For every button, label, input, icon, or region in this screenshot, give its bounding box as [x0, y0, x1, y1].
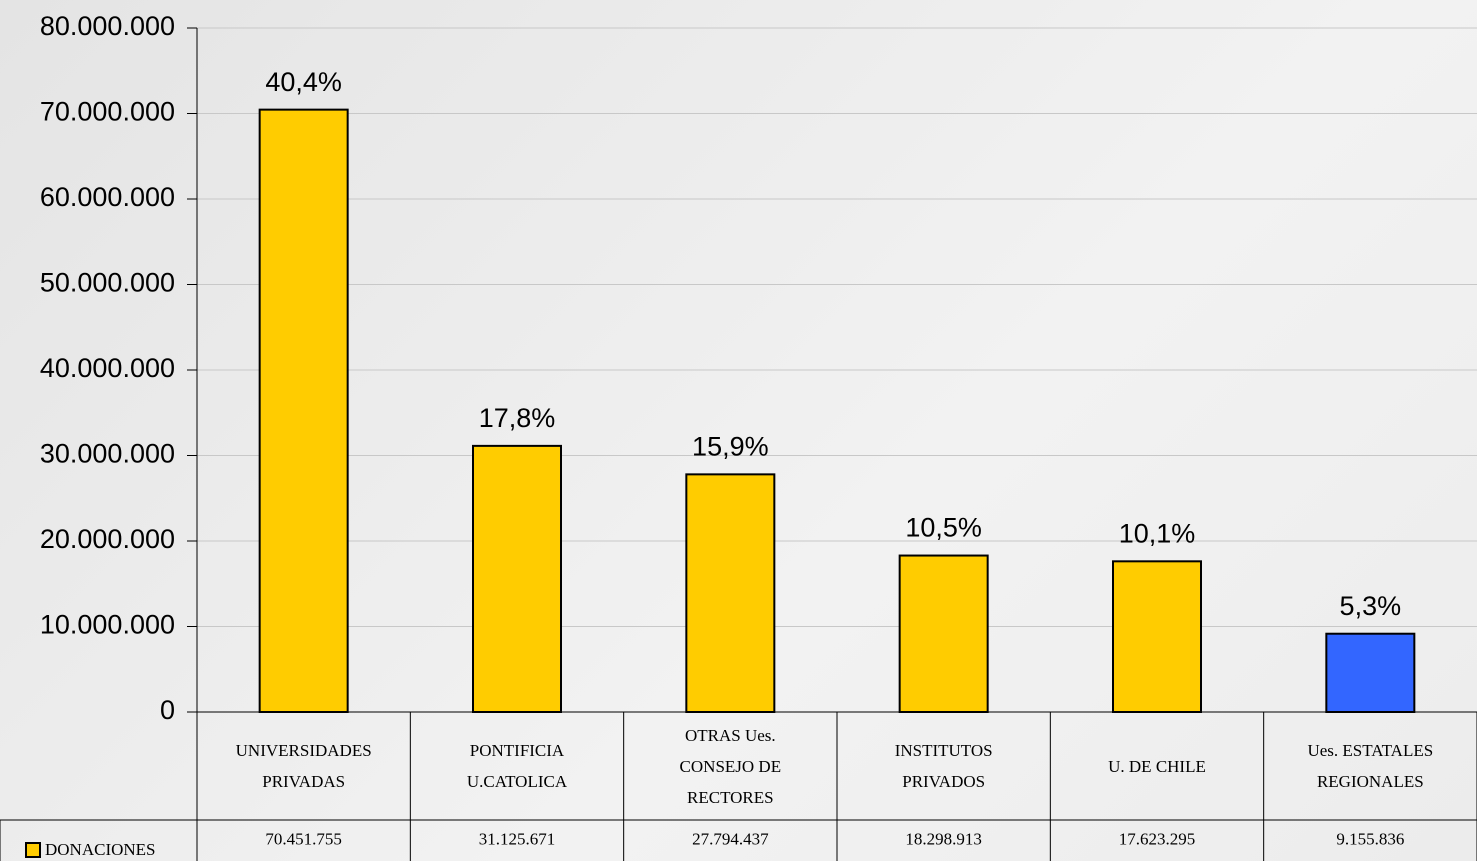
category-cell: INSTITUTOS PRIVADOS — [894, 741, 993, 791]
category-cell: PONTIFICIA U.CATOLICA — [466, 741, 568, 791]
bar-share-label: 40,4% — [265, 67, 342, 97]
category-cell: OTRAS Ues. CONSEJO DE RECTORES — [679, 725, 782, 807]
bar-share-label: 10,5% — [905, 513, 982, 543]
bar-share-label: 5,3% — [1340, 591, 1402, 621]
bar — [685, 473, 776, 714]
table-value: 70.451.755 — [265, 829, 342, 848]
y-tick-label: 0 — [160, 695, 175, 725]
table-value: 9.155.836 — [1336, 829, 1404, 848]
y-tick-label: 50.000.000 — [40, 268, 175, 298]
bar-share-label: 17,8% — [479, 403, 556, 433]
category-cell: U. DE CHILE — [1108, 756, 1206, 776]
table-value: 31.125.671 — [479, 829, 556, 848]
table-value: 27.794.437 — [692, 829, 769, 848]
x-tick-label: Ues. ESTATALES REGIONALES — [1307, 741, 1434, 791]
y-tick-label: 20.000.000 — [40, 524, 175, 554]
legend-label: DONACIONES — [45, 840, 156, 859]
y-tick-label: 40.000.000 — [40, 353, 175, 383]
x-tick-label: OTRAS Ues. CONSEJO DE RECTORES — [679, 725, 782, 807]
y-tick-label: 60.000.000 — [40, 182, 175, 212]
bar — [258, 108, 349, 713]
category-cell: UNIVERSIDADES PRIVADAS — [235, 741, 372, 791]
table-value: 18.298.913 — [905, 829, 982, 848]
bar — [1325, 632, 1416, 713]
table-value: 17.623.295 — [1119, 829, 1196, 848]
y-tick-label: 10.000.000 — [40, 610, 175, 640]
x-tick-label: U. DE CHILE — [1108, 756, 1206, 776]
category-cell: Ues. ESTATALES REGIONALES — [1307, 741, 1434, 791]
bar — [1112, 560, 1202, 713]
legend-swatch — [25, 842, 41, 858]
bar-share-label: 10,1% — [1119, 518, 1196, 548]
bar — [472, 444, 562, 713]
y-tick-label: 80.000.000 — [40, 11, 175, 41]
bar — [898, 554, 989, 714]
x-tick-label: INSTITUTOS PRIVADOS — [894, 741, 993, 791]
y-tick-label: 30.000.000 — [40, 439, 175, 469]
bar-share-label: 15,9% — [692, 431, 769, 461]
y-tick-label: 70.000.000 — [40, 97, 175, 127]
x-tick-label: UNIVERSIDADES PRIVADAS — [235, 741, 372, 791]
x-tick-label: PONTIFICIA U.CATOLICA — [466, 741, 568, 791]
